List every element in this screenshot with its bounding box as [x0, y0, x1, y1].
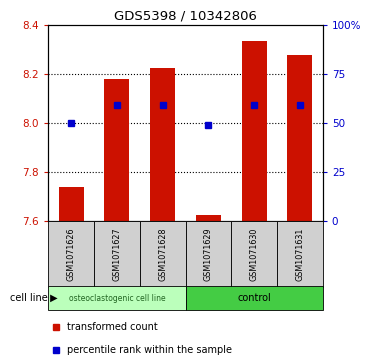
- Bar: [104, 79, 129, 221]
- Bar: [277, 221, 323, 287]
- Bar: [186, 286, 323, 310]
- Bar: [48, 286, 186, 310]
- Text: GSM1071626: GSM1071626: [67, 227, 76, 281]
- Text: GSM1071628: GSM1071628: [158, 227, 167, 281]
- Text: osteoclastogenic cell line: osteoclastogenic cell line: [69, 294, 165, 302]
- Bar: [94, 221, 140, 287]
- Bar: [196, 215, 221, 221]
- Text: GSM1071631: GSM1071631: [295, 227, 304, 281]
- Text: cell line: cell line: [10, 293, 47, 303]
- Text: ▶: ▶: [47, 293, 58, 303]
- Bar: [186, 221, 231, 287]
- Bar: [231, 221, 277, 287]
- Bar: [242, 41, 267, 221]
- Bar: [287, 55, 312, 221]
- Title: GDS5398 / 10342806: GDS5398 / 10342806: [114, 10, 257, 23]
- Bar: [59, 187, 84, 221]
- Text: GSM1071630: GSM1071630: [250, 227, 259, 281]
- Bar: [140, 221, 186, 287]
- Text: control: control: [237, 293, 271, 303]
- Bar: [48, 221, 94, 287]
- Text: GSM1071629: GSM1071629: [204, 227, 213, 281]
- Text: percentile rank within the sample: percentile rank within the sample: [68, 345, 233, 355]
- Text: GSM1071627: GSM1071627: [112, 227, 121, 281]
- Bar: [150, 68, 175, 221]
- Text: transformed count: transformed count: [68, 322, 158, 333]
